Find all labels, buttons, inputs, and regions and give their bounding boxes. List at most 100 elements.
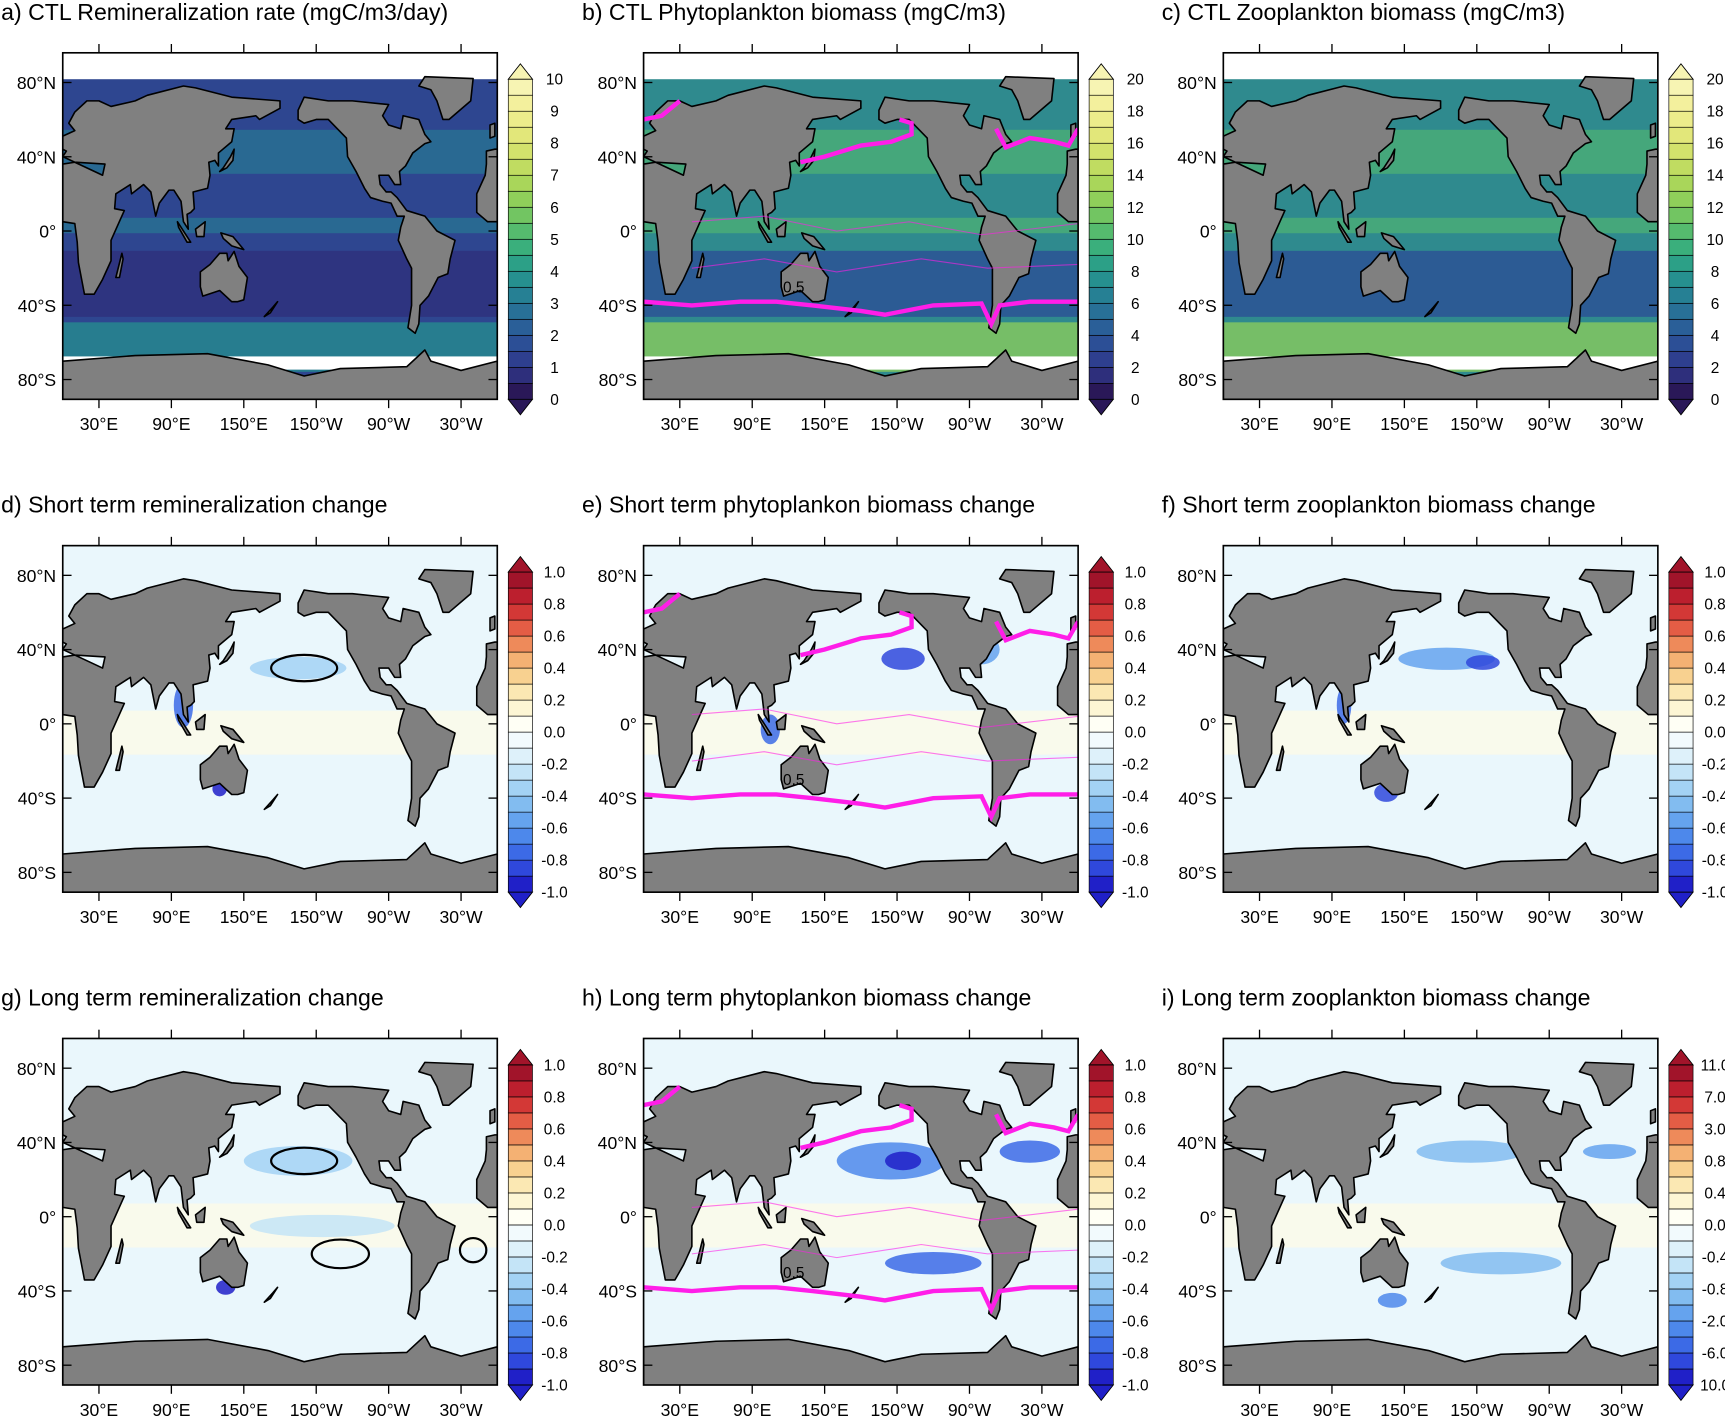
contour bbox=[691, 215, 1079, 236]
colorbar-box bbox=[1668, 667, 1694, 685]
colorbar-box bbox=[1088, 699, 1114, 717]
lon-label: 90°E bbox=[152, 414, 190, 434]
colorbar-box bbox=[507, 715, 533, 733]
colorbar-box bbox=[507, 795, 533, 813]
colorbar-box bbox=[507, 302, 533, 320]
map-panel: i) Long term zooplankton biomass change 8… bbox=[1162, 984, 1725, 1418]
colorbar-box bbox=[507, 158, 533, 176]
lon-label: 90°W bbox=[948, 1400, 992, 1418]
colorbar-box bbox=[1668, 1128, 1694, 1146]
colorbar-end bbox=[1667, 891, 1694, 909]
lon-label: 30°W bbox=[1020, 414, 1064, 434]
colorbar-end bbox=[1667, 1048, 1694, 1066]
lat-label: 80°N bbox=[598, 1059, 637, 1079]
map-panel: e) Short term phytoplankon biomass chang… bbox=[582, 492, 1149, 927]
colorbar-box bbox=[1668, 318, 1694, 336]
colorbar-box bbox=[507, 334, 533, 352]
map bbox=[62, 1038, 498, 1385]
colorbar-box bbox=[507, 1096, 533, 1114]
colorbar-box bbox=[507, 811, 533, 829]
lon-label: 150°E bbox=[220, 414, 268, 434]
contour bbox=[643, 1084, 682, 1108]
contour bbox=[994, 620, 1079, 644]
colorbar-box bbox=[507, 619, 533, 637]
lat-label: 80°N bbox=[17, 566, 56, 586]
lon-label: 30°W bbox=[1020, 907, 1064, 927]
panel-title: a) CTL Remineralization rate (mgC/m3/day… bbox=[1, 0, 448, 25]
contour bbox=[270, 1146, 339, 1176]
lon-label: 90°E bbox=[733, 414, 771, 434]
colorbar-box bbox=[1668, 1320, 1694, 1338]
panel-title: g) Long term remineralization change bbox=[1, 984, 384, 1010]
lon-label: 30°W bbox=[1600, 414, 1644, 434]
colorbar-label: -0.4 bbox=[1122, 789, 1149, 806]
lon-label: 90°W bbox=[1528, 414, 1572, 434]
colorbar-box bbox=[507, 635, 533, 653]
colorbar-label: 1.0 bbox=[1704, 565, 1725, 582]
contour-label: 0.5 bbox=[783, 279, 804, 296]
lon-label: 150°W bbox=[290, 907, 343, 927]
colorbar-label: 14 bbox=[1706, 168, 1724, 185]
colorbar-box bbox=[1668, 1192, 1694, 1210]
colorbar-label: -0.8 bbox=[1702, 1281, 1725, 1298]
colorbar-label: 0.0 bbox=[544, 725, 565, 742]
map bbox=[62, 545, 498, 893]
panel-title: f) Short term zooplankton biomass change bbox=[1162, 492, 1596, 518]
colorbar-box bbox=[1088, 238, 1114, 256]
colorbar-box bbox=[1088, 1064, 1114, 1082]
colorbar-box bbox=[507, 1176, 533, 1194]
lon-label: 30°E bbox=[661, 414, 699, 434]
contour bbox=[643, 1285, 1079, 1315]
panel-title: e) Short term phytoplankon biomass chang… bbox=[582, 492, 1035, 518]
colorbar-box bbox=[507, 875, 533, 893]
lon-label: 30°E bbox=[661, 907, 699, 927]
colorbar-box bbox=[1088, 1080, 1114, 1098]
map-panel: g) Long term remineralization change 80°N… bbox=[1, 984, 568, 1418]
colorbar-end bbox=[1088, 555, 1115, 573]
colorbar-box bbox=[1668, 302, 1694, 320]
colorbar-box bbox=[1088, 587, 1114, 605]
colorbar-box bbox=[1088, 1144, 1114, 1162]
map-frame bbox=[61, 51, 499, 401]
colorbar-label: 0.4 bbox=[1704, 1185, 1725, 1202]
colorbar-label: 0.6 bbox=[544, 1121, 565, 1138]
colorbar-label: 1.0 bbox=[544, 565, 565, 582]
panel-title: i) Long term zooplankton biomass change bbox=[1162, 984, 1591, 1010]
lat-label: 40°N bbox=[1177, 640, 1216, 660]
colorbar-label: 18 bbox=[1706, 104, 1723, 121]
lon-label: 30°W bbox=[1600, 1400, 1644, 1418]
lat-label: 80°N bbox=[598, 73, 637, 93]
lat-label: 80°S bbox=[599, 1356, 637, 1376]
colorbar-box bbox=[1668, 619, 1694, 637]
colorbar-box bbox=[507, 1192, 533, 1210]
colorbar-box bbox=[1088, 571, 1114, 589]
colorbar-label: 1.0 bbox=[1125, 565, 1146, 582]
colorbar-box bbox=[507, 1368, 533, 1386]
colorbar-box bbox=[1088, 1096, 1114, 1114]
colorbar-label: 0 bbox=[1131, 392, 1140, 409]
colorbar-box bbox=[1088, 651, 1114, 669]
colorbar-box bbox=[1088, 683, 1114, 701]
colorbar-box bbox=[1668, 699, 1694, 717]
lat-label: 0° bbox=[1200, 1207, 1217, 1227]
colorbar-label: 0.8 bbox=[1704, 1153, 1725, 1170]
colorbar-box bbox=[507, 366, 533, 384]
colorbar-box bbox=[1088, 1224, 1114, 1242]
lat-label: 80°N bbox=[598, 566, 637, 586]
lat-label: 0° bbox=[39, 714, 56, 734]
colorbar-label: -2.0 bbox=[1702, 1313, 1725, 1330]
anomaly bbox=[884, 1151, 922, 1171]
lat-label: 80°N bbox=[1177, 1059, 1216, 1079]
colorbar-label: -0.8 bbox=[541, 1345, 568, 1362]
colorbar-box bbox=[1088, 110, 1114, 128]
lon-label: 90°W bbox=[367, 414, 411, 434]
colorbar-box bbox=[1088, 667, 1114, 685]
colorbar-label: 0.2 bbox=[1125, 693, 1146, 710]
colorbar-label: -1.0 bbox=[1122, 885, 1149, 902]
contour bbox=[994, 127, 1079, 151]
colorbar-box bbox=[1088, 1160, 1114, 1178]
lat-label: 40°N bbox=[1177, 1133, 1216, 1153]
colorbar-box bbox=[1088, 1272, 1114, 1290]
lon-label: 90°E bbox=[733, 907, 771, 927]
colorbar-box bbox=[507, 1352, 533, 1370]
